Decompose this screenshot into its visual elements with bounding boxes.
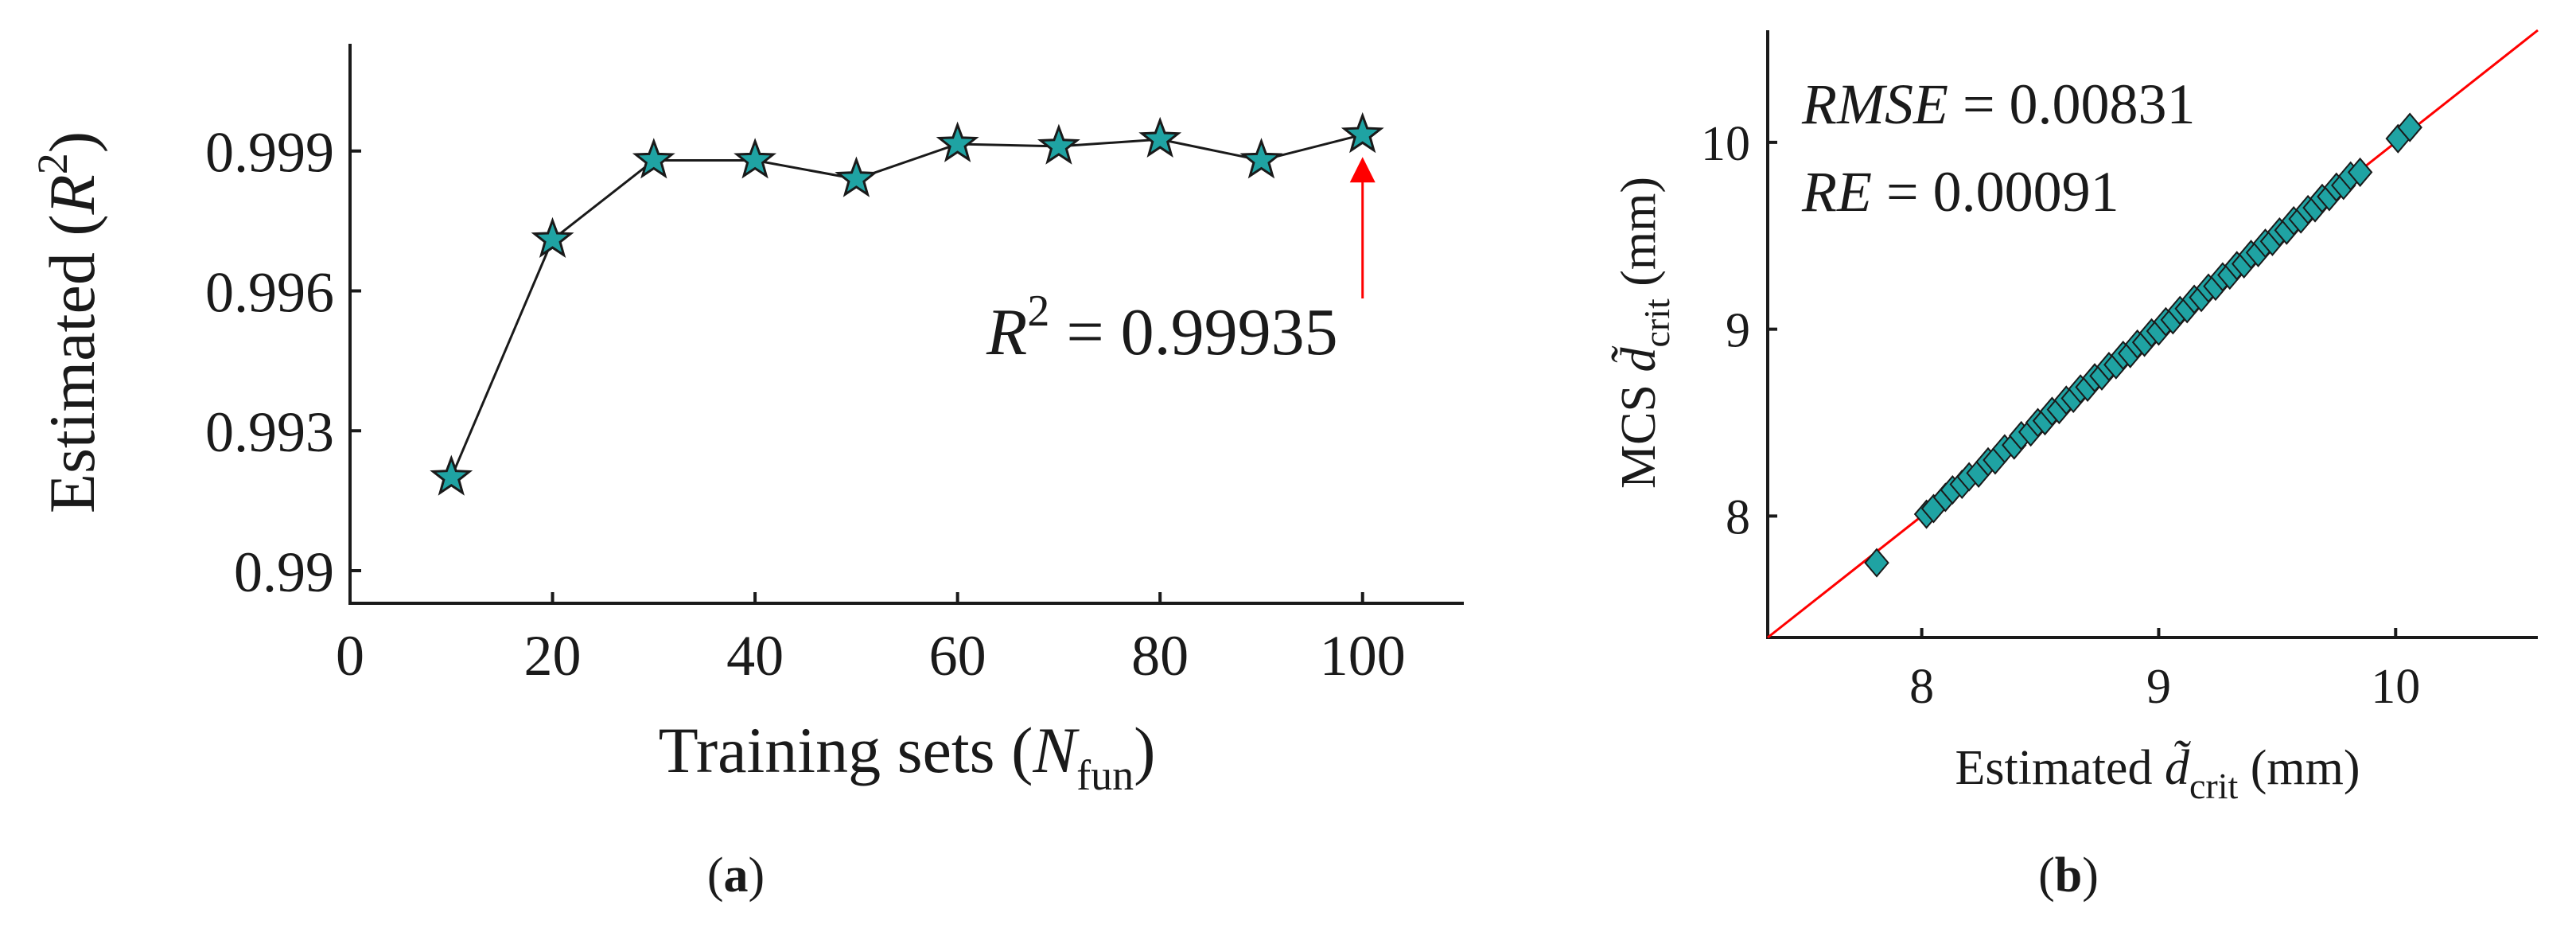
panel-b: 8 9 10 8 9 10 RMSE = 0.00831 RE = 0.00091 MC… <box>1611 29 2539 806</box>
panel-a-x-tick-label: 20 <box>524 624 582 688</box>
panel-b-x-ticks: 8 9 10 <box>1909 628 2420 714</box>
panel-b-label: (b) <box>2038 848 2099 903</box>
panel-b-x-tick-label: 8 <box>1909 660 1934 714</box>
panel-a-star-marker <box>1239 138 1283 179</box>
panel-a-y-tick-label: 0.996 <box>205 260 334 324</box>
panel-b-y-ticks: 8 9 10 <box>1701 117 1777 544</box>
panel-b-diamond-marker <box>2347 157 2373 187</box>
panel-b-x-tick-label: 10 <box>2371 660 2420 714</box>
panel-a-y-tick-label: 0.993 <box>205 400 334 464</box>
panel-a-star-marker <box>1037 123 1080 165</box>
panel-a-y-tick-label: 0.999 <box>205 121 334 185</box>
panel-a-star-marker <box>835 156 878 197</box>
panel-a-annotation-arrowhead <box>1349 157 1376 183</box>
panel-a-star-marker <box>430 454 473 496</box>
panel-a-markers <box>430 111 1384 496</box>
panel-b-annotation-rmse: RMSE = 0.00831 <box>1801 72 2196 136</box>
panel-b-x-tick-label: 9 <box>2146 660 2171 714</box>
panel-a-xlabel: Training sets (Nfun) <box>659 714 1156 799</box>
panel-a-ylabel: Estimated (R2) <box>29 131 108 513</box>
panel-a-x-tick-label: 40 <box>726 624 784 688</box>
panel-b-y-tick-label: 9 <box>1726 304 1750 358</box>
panel-b-markers <box>1864 112 2422 578</box>
panel-a-x-ticks: 0 20 40 60 80 100 <box>336 592 1406 688</box>
panel-a-star-marker <box>1341 111 1384 154</box>
panel-a-star-marker <box>632 138 675 179</box>
panel-a-star-marker <box>531 216 574 258</box>
panel-a-series-line <box>449 133 1364 478</box>
panel-a-y-tick-label: 0.99 <box>234 540 334 604</box>
panel-a-star-marker <box>936 121 979 162</box>
panel-a-star-marker <box>733 138 777 179</box>
panel-a-x-tick-label: 80 <box>1131 624 1189 688</box>
panel-b-diamond-marker <box>2397 112 2422 142</box>
panel-b-xlabel: Estimated d̃crit (mm) <box>1955 740 2360 806</box>
panel-a: 0 20 40 60 80 100 0.99 0.993 0.996 0.999 R2 = 0.… <box>29 44 1464 799</box>
panel-b-annotation-re: RE = 0.00091 <box>1801 160 2119 224</box>
panel-a-label: (a) <box>707 848 765 903</box>
panel-b-y-tick-label: 10 <box>1701 117 1750 171</box>
panel-a-star-marker <box>1138 116 1182 158</box>
panel-b-ylabel: MCS d̃crit (mm) <box>1611 177 1677 489</box>
panel-b-diamond-marker <box>1864 548 1889 578</box>
panel-a-x-tick-label: 60 <box>929 624 986 688</box>
panel-a-y-ticks: 0.99 0.993 0.996 0.999 <box>205 121 361 604</box>
panel-a-x-tick-label: 100 <box>1320 624 1406 688</box>
panel-b-y-tick-label: 8 <box>1726 490 1750 544</box>
panel-a-x-tick-label: 0 <box>336 624 364 688</box>
panel-a-annotation-text: R2 = 0.99935 <box>986 287 1338 369</box>
